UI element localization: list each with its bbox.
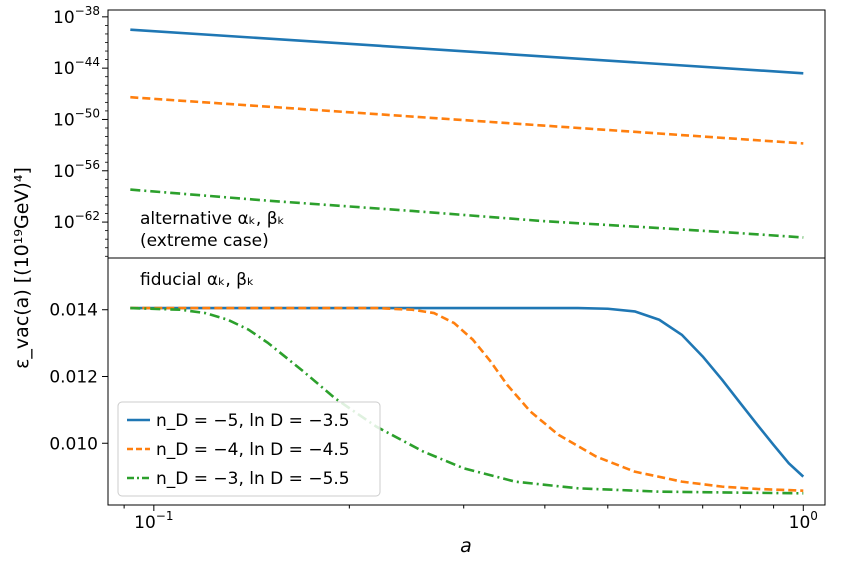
x-tick-label-1-exponent: 0	[810, 509, 818, 523]
top-y-tick-label-3-base: 10	[53, 162, 75, 182]
top-y-tick-label-4-base: 10	[53, 213, 75, 233]
top-y-tick-label-3-exponent: −56	[75, 158, 100, 172]
top-series-s1	[130, 28, 804, 75]
x-tick-label-1-base: 10	[789, 513, 811, 533]
top-y-tick-label-0-exponent: −38	[75, 4, 100, 18]
legend: n_D = −5, ln D = −3.5 n_D = −4, ln D = −…	[117, 401, 381, 497]
top-y-tick-label-1-exponent: −44	[75, 55, 100, 69]
top-y-tick-label-2-base: 10	[53, 110, 75, 130]
bottom-y-tick-label-2: 0.014	[49, 301, 98, 321]
legend-label-s1: n_D = −5, ln D = −3.5	[156, 411, 350, 431]
bottom-y-tick-label-0: 0.010	[49, 434, 98, 454]
top-y-tick-label-2-exponent: −50	[75, 106, 100, 120]
top-y-tick-label-1-base: 10	[53, 59, 75, 79]
top-panel-annotation-line2: (extreme case)	[140, 231, 269, 251]
top-y-axis-ticks	[102, 16, 108, 257]
x-tick-label-0-exponent: −1	[156, 509, 174, 523]
bottom-panel-annotation: fiducial αₖ, βₖ	[140, 270, 254, 290]
top-y-tick-label-4: 10−62	[53, 209, 100, 233]
top-y-tick-label-0: 10−38	[53, 4, 100, 28]
legend-label-s2: n_D = −4, ln D = −4.5	[156, 440, 350, 460]
top-y-tick-label-0-base: 10	[53, 8, 75, 28]
bottom-panel-frame	[107, 257, 826, 506]
top-series-s3	[130, 188, 804, 239]
top-panel-annotation-line1: alternative αₖ, βₖ	[140, 209, 285, 229]
top-y-tick-label-2: 10−50	[53, 106, 100, 130]
legend-label-s3: n_D = −3, ln D = −5.5	[156, 469, 350, 489]
legend-box	[117, 401, 381, 497]
bottom-series-s3	[130, 306, 804, 495]
bottom-y-axis-ticks: 0.010 0.012 0.014	[49, 301, 108, 454]
x-tick-label-0-base: 10	[134, 513, 156, 533]
bottom-y-tick-label-1: 0.012	[49, 367, 98, 387]
top-series-s2	[130, 95, 804, 145]
top-y-tick-label-3: 10−56	[53, 158, 100, 182]
top-y-tick-label-4-exponent: −62	[75, 209, 100, 223]
top-y-tick-label-1: 10−44	[53, 55, 100, 79]
bottom-series-group	[130, 306, 805, 495]
x-axis-label: a	[460, 535, 472, 557]
y-axis-label: ε_vac(a) [(10¹⁹GeV)⁴]	[11, 167, 33, 369]
x-axis-ticks	[123, 505, 804, 511]
x-tick-label-0: 10−1	[134, 509, 173, 533]
top-series-group	[130, 28, 804, 239]
x-tick-label-1: 100	[789, 509, 818, 533]
bottom-series-s2	[130, 306, 804, 492]
bottom-series-s1	[130, 306, 805, 478]
